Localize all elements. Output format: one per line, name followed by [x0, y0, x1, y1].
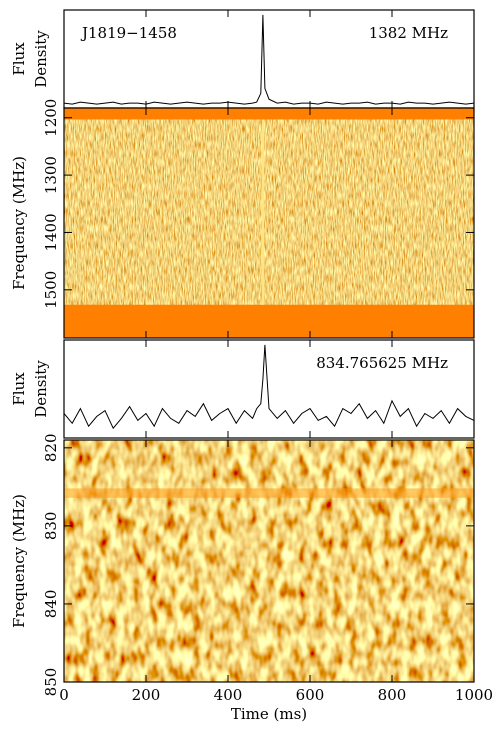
- y-tick-label: 850: [42, 668, 60, 697]
- y-tick-label: 840: [42, 590, 60, 619]
- annotation: 1382 MHz: [369, 24, 448, 42]
- x-tick-label: 1000: [455, 686, 493, 704]
- x-tick-label: 600: [296, 686, 325, 704]
- panel: 820 830 840 850 Frequency (MHz) 0 200 400 600 800…: [10, 433, 493, 723]
- y-axis-label: Flux: [10, 42, 28, 76]
- x-axis-label: Time (ms): [231, 705, 307, 723]
- dynamic-spectrum: [64, 440, 474, 682]
- flux-line: [64, 14, 474, 105]
- annotation: 834.765625 MHz: [316, 354, 448, 372]
- frame: [63, 339, 475, 439]
- y-tick-label: 1200: [42, 99, 60, 137]
- annotation: J1819−1458: [80, 24, 177, 42]
- panel: 834.765625 MHz Flux Density: [10, 339, 475, 439]
- frame: [63, 439, 475, 683]
- panel: J1819−1458 1382 MHz Flux Density: [10, 9, 475, 109]
- y-tick-label: 830: [42, 512, 60, 541]
- x-tick-label: 0: [59, 686, 69, 704]
- masked-band: [64, 108, 474, 120]
- y-tick-label: 1500: [42, 271, 60, 309]
- masked-band: [64, 304, 474, 338]
- dynamic-spectrum: [64, 108, 474, 338]
- y-tick-label: 820: [42, 433, 60, 462]
- y-tick-label: 1300: [42, 156, 60, 194]
- y-tick-label: 1400: [42, 213, 60, 251]
- panel: 1200 1300 1400 1500 Frequency (MHz): [10, 99, 475, 339]
- y-axis-label: Frequency (MHz): [10, 156, 28, 290]
- x-tick-label: 400: [214, 686, 243, 704]
- x-tick-label: 200: [132, 686, 161, 704]
- masked-band: [64, 488, 474, 498]
- x-tick-label: 800: [378, 686, 407, 704]
- y-axis-label: Density: [32, 30, 50, 88]
- y-axis-label: Density: [32, 360, 50, 418]
- flux-line: [64, 344, 474, 430]
- y-axis-label: Flux: [10, 372, 28, 406]
- y-axis-label: Frequency (MHz): [10, 494, 28, 628]
- frame: [63, 107, 475, 339]
